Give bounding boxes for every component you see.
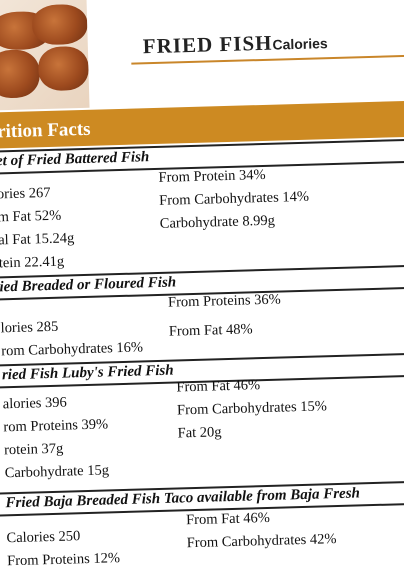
nutrition-item: alories 396 <box>2 394 68 413</box>
nutrition-item: rom Carbohydrates 16% <box>1 339 144 360</box>
nutrition-item: ories 267 <box>0 184 51 203</box>
section-title: ied Breaded or Floured Fish <box>0 274 177 296</box>
nutrition-item: From Proteins 36% <box>167 291 281 311</box>
nutrition-item: From Fat 46% <box>176 377 261 396</box>
nutrition-item: From Carbohydrates 15% <box>176 398 328 419</box>
nutrition-item: From Fat 46% <box>185 509 271 529</box>
nutrition-item: From Proteins 12% <box>6 550 121 570</box>
nutrition-item: From Carbohydrates 14% <box>158 188 310 209</box>
doc-title: FRIED FISHCalories <box>143 29 328 59</box>
fish-photo <box>0 0 90 111</box>
nutrition-item: Carbohydrate 8.99g <box>159 212 276 232</box>
nutrition-item: rotein 37g <box>3 440 64 459</box>
nutrition-item: From Protein 34% <box>158 166 266 186</box>
section-title: ried Fish Luby's Fried Fish <box>1 362 174 384</box>
nutrition-item: m Fat 52% <box>0 207 62 226</box>
banner-text: rition Facts <box>0 118 91 143</box>
nutrition-item: Calories 250 <box>6 528 81 547</box>
section-title: et of Fried Battered Fish <box>0 149 150 170</box>
nutrition-item: lories 285 <box>0 318 59 337</box>
title-main: FRIED FISH <box>142 30 273 59</box>
nutrition-item: From Carbohydrates 42% <box>186 531 337 552</box>
nutrition-item: rom Proteins 39% <box>3 416 109 436</box>
nutrition-item: Carbohydrate 15g <box>4 462 110 482</box>
nutrition-item: al Fat 15.24g <box>0 230 75 249</box>
title-sub: Calories <box>272 35 328 53</box>
nutrition-item: tein 22.41g <box>0 253 65 272</box>
nutrition-item: Fat 20g <box>177 424 222 442</box>
section-title: Fried Baja Breaded Fish Taco available f… <box>5 485 361 512</box>
nutrition-item: From Fat 48% <box>168 321 253 340</box>
